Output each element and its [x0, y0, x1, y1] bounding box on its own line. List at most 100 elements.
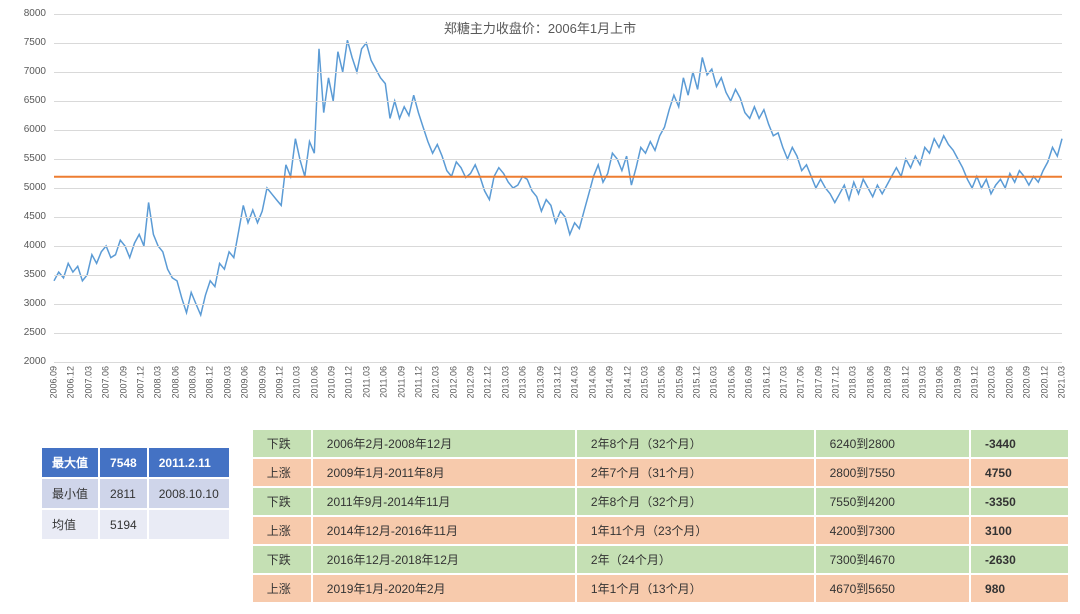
x-tick-label: 2013.06: [519, 366, 528, 399]
y-tick-label: 2500: [24, 328, 46, 338]
x-tick-label: 2016.12: [762, 366, 771, 399]
y-tick-label: 5500: [24, 154, 46, 164]
cycle-dir: 上涨: [252, 458, 312, 487]
gridline: [54, 188, 1062, 189]
x-tick-label: 2007.12: [136, 366, 145, 399]
x-tick-label: 2008.09: [189, 366, 198, 399]
stat-date: [148, 509, 230, 540]
cycle-change: -2630: [970, 545, 1069, 574]
x-tick-label: 2006.09: [50, 366, 59, 399]
stat-label: 最小值: [41, 478, 99, 509]
stat-label: 均值: [41, 509, 99, 540]
gridline: [54, 217, 1062, 218]
x-tick-label: 2017.03: [779, 366, 788, 399]
x-tick-label: 2018.06: [866, 366, 875, 399]
cycle-change: 980: [970, 574, 1069, 603]
cycle-change: -3440: [970, 429, 1069, 458]
x-tick-label: 2012.03: [432, 366, 441, 399]
stats-row-max: 最大值 7548 2011.2.11: [41, 447, 230, 478]
cycles-table: 下跌2006年2月-2008年12月2年8个月（32个月）6240到2800-3…: [251, 428, 1070, 604]
gridline: [54, 101, 1062, 102]
x-tick-label: 2007.03: [84, 366, 93, 399]
price-chart: 郑糖主力收盘价：2006年1月上市 2000250030003500400045…: [10, 10, 1070, 420]
x-tick-label: 2009.06: [241, 366, 250, 399]
x-tick-label: 2020.03: [988, 366, 997, 399]
x-tick-label: 2017.12: [832, 366, 841, 399]
cycle-range: 4670到5650: [815, 574, 970, 603]
cycle-duration: 1年1个月（13个月）: [576, 574, 815, 603]
x-tick-label: 2006.12: [67, 366, 76, 399]
x-tick-label: 2008.06: [171, 366, 180, 399]
x-tick-label: 2019.03: [918, 366, 927, 399]
x-tick-label: 2016.03: [710, 366, 719, 399]
y-tick-label: 3500: [24, 270, 46, 280]
gridline: [54, 72, 1062, 73]
cycle-period: 2019年1月-2020年2月: [312, 574, 576, 603]
x-tick-label: 2008.03: [154, 366, 163, 399]
plot-area: [54, 14, 1062, 362]
x-tick-label: 2020.06: [1005, 366, 1014, 399]
gridline: [54, 246, 1062, 247]
x-tick-label: 2018.09: [884, 366, 893, 399]
cycle-change: 3100: [970, 516, 1069, 545]
cycle-row: 下跌2016年12月-2018年12月2年（24个月）7300到4670-263…: [252, 545, 1069, 574]
cycle-dir: 下跌: [252, 545, 312, 574]
x-tick-label: 2011.06: [380, 366, 389, 398]
cycle-period: 2016年12月-2018年12月: [312, 545, 576, 574]
x-tick-label: 2013.09: [536, 366, 545, 399]
y-tick-label: 4500: [24, 212, 46, 222]
x-tick-label: 2008.12: [206, 366, 215, 399]
stats-row-min: 最小值 2811 2008.10.10: [41, 478, 230, 509]
x-tick-label: 2014.12: [623, 366, 632, 399]
cycle-row: 下跌2011年9月-2014年11月2年8个月（32个月）7550到4200-3…: [252, 487, 1069, 516]
x-tick-label: 2007.06: [102, 366, 111, 399]
x-tick-label: 2014.03: [571, 366, 580, 399]
stat-date: 2008.10.10: [148, 478, 230, 509]
cycle-period: 2014年12月-2016年11月: [312, 516, 576, 545]
y-tick-label: 8000: [24, 9, 46, 19]
stat-value: 7548: [99, 447, 148, 478]
x-tick-label: 2018.12: [901, 366, 910, 399]
x-tick-label: 2015.06: [658, 366, 667, 399]
x-tick-label: 2017.06: [797, 366, 806, 399]
gridline: [54, 333, 1062, 334]
y-tick-label: 7000: [24, 67, 46, 77]
x-tick-label: 2012.12: [484, 366, 493, 399]
x-tick-label: 2016.09: [745, 366, 754, 399]
x-tick-label: 2009.09: [258, 366, 267, 399]
y-axis: 2000250030003500400045005000550060006500…: [10, 14, 50, 362]
cycle-range: 4200到7300: [815, 516, 970, 545]
cycle-dir: 下跌: [252, 487, 312, 516]
stat-value: 2811: [99, 478, 148, 509]
x-tick-label: 2014.09: [606, 366, 615, 399]
x-tick-label: 2011.12: [414, 366, 423, 398]
x-tick-label: 2015.12: [693, 366, 702, 399]
cycle-range: 7300到4670: [815, 545, 970, 574]
x-tick-label: 2015.03: [640, 366, 649, 399]
gridline: [54, 362, 1062, 363]
cycle-range: 7550到4200: [815, 487, 970, 516]
cycle-change: 4750: [970, 458, 1069, 487]
cycle-row: 上涨2014年12月-2016年11月1年11个月（23个月）4200到7300…: [252, 516, 1069, 545]
x-tick-label: 2013.12: [554, 366, 563, 399]
x-tick-label: 2020.09: [1023, 366, 1032, 399]
x-tick-label: 2014.06: [588, 366, 597, 399]
cycle-change: -3350: [970, 487, 1069, 516]
gridline: [54, 130, 1062, 131]
cycle-period: 2009年1月-2011年8月: [312, 458, 576, 487]
gridline: [54, 14, 1062, 15]
stat-label: 最大值: [41, 447, 99, 478]
x-tick-label: 2009.12: [275, 366, 284, 399]
x-tick-label: 2010.09: [328, 366, 337, 399]
y-tick-label: 6500: [24, 96, 46, 106]
x-tick-label: 2012.06: [449, 366, 458, 399]
x-tick-label: 2011.09: [397, 366, 406, 398]
cycle-dir: 上涨: [252, 574, 312, 603]
cycle-range: 2800到7550: [815, 458, 970, 487]
y-tick-label: 7500: [24, 38, 46, 48]
x-tick-label: 2009.03: [223, 366, 232, 399]
stat-date: 2011.2.11: [148, 447, 230, 478]
cycle-period: 2006年2月-2008年12月: [312, 429, 576, 458]
x-tick-label: 2012.09: [467, 366, 476, 399]
cycle-dir: 上涨: [252, 516, 312, 545]
